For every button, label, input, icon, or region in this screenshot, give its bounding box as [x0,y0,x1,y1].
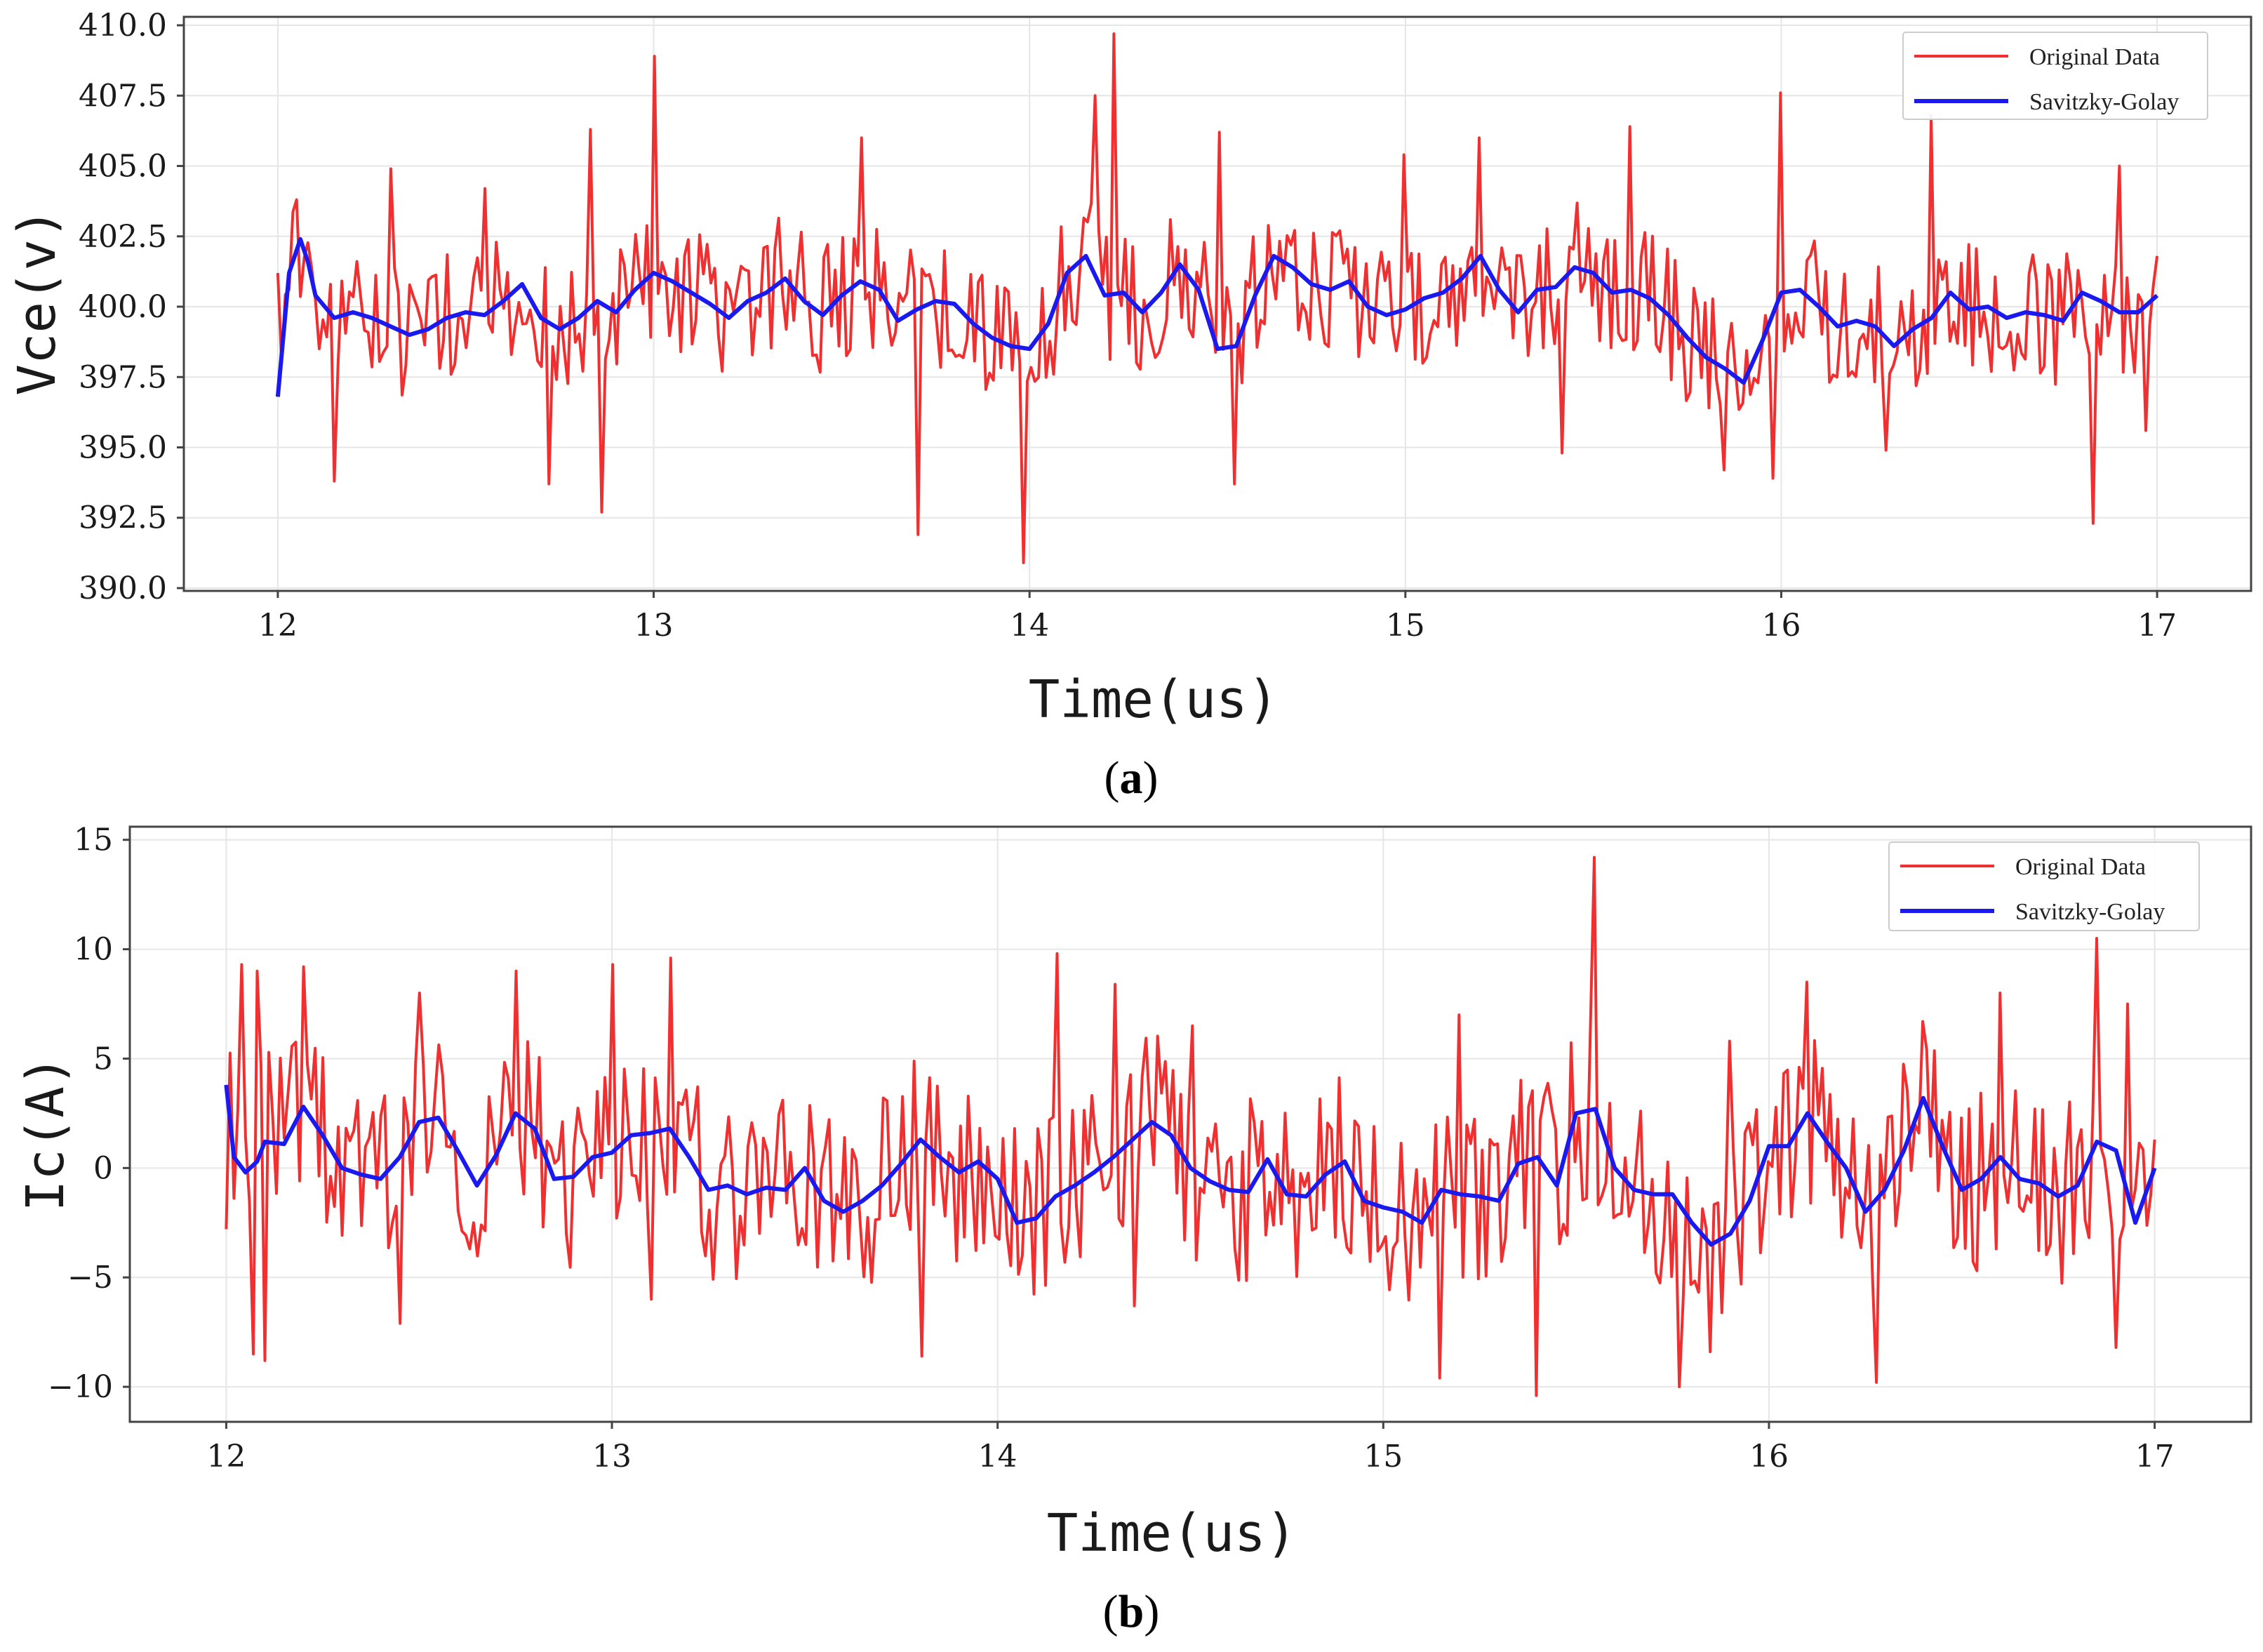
x-tick-label: 13 [592,1439,632,1474]
axis-ticks-b: 12 13 14 15 16 17 −10 −5 0 5 10 15 [48,822,2174,1474]
series-original-data-b [225,855,2156,1397]
savitzky-golay-line [275,237,2159,397]
x-tick-label: 12 [258,608,298,644]
y-tick-label: 5 [93,1041,113,1077]
panel-label-a: (a) [1104,752,1159,804]
x-tick-label: 13 [634,608,674,644]
legend-label: Savitzky-Golay [2029,89,2179,115]
legend-box [1902,32,2208,120]
legend-b: Original Data Savitzky-Golay [1888,841,2200,931]
legend-label: Original Data [2015,854,2146,880]
x-tick-label: 16 [1749,1439,1789,1474]
x-tick-label: 14 [978,1439,1017,1474]
y-tick-label: −10 [48,1369,113,1405]
y-tick-label: 402.5 [79,219,167,255]
y-tick-label: 15 [74,822,113,858]
plot-frame-b [128,825,2252,1423]
axis-ticks-a: 12 13 14 15 16 17 390.0 392.5 395.0 397.5 400.0 402… [79,8,2177,644]
y-tick-label: 0 [93,1150,113,1186]
x-tick-label: 17 [2137,608,2177,644]
original-data-line [225,855,2156,1397]
legend-box [1888,841,2200,931]
series-savitzky-golay-a [275,237,2159,397]
y-tick-label: 395.0 [79,430,167,466]
legend-label: Original Data [2029,44,2160,70]
y-tick-label: 390.0 [79,571,167,606]
y-tick-label: 392.5 [79,500,167,536]
y-tick-label: 400.0 [79,289,167,325]
panel-label-b-letter: b [1119,1586,1144,1637]
y-axis-label-a: Vce(v) [7,208,67,395]
savitzky-golay-line [224,1084,2157,1247]
x-axis-label-b: Time(us) [1047,1503,1297,1564]
panel-label-b: (b) [1103,1586,1160,1637]
x-tick-label: 12 [206,1439,246,1474]
x-tick-label: 16 [1761,608,1801,644]
original-data-line [276,32,2159,564]
x-tick-label: 15 [1363,1439,1403,1474]
y-tick-label: 407.5 [79,78,167,114]
series-savitzky-golay-b [224,1084,2157,1247]
x-tick-label: 14 [1010,608,1049,644]
y-tick-label: 10 [74,932,113,968]
x-tick-label: 17 [2135,1439,2175,1474]
plot-frame-a [182,15,2252,592]
y-axis-label-b: Ic(A) [15,1055,76,1212]
y-tick-label: 397.5 [79,359,167,395]
legend-a: Original Data Savitzky-Golay [1902,32,2208,120]
y-tick-label: 405.0 [79,149,167,185]
chart-panel-a: 12 13 14 15 16 17 390.0 392.5 395.0 397.5 400.0 402… [7,8,2252,804]
legend-label: Savitzky-Golay [2015,899,2165,925]
panel-label-a-letter: a [1120,752,1143,804]
x-axis-label-a: Time(us) [1029,670,1279,730]
x-tick-label: 15 [1386,608,1425,644]
y-tick-label: 410.0 [79,8,167,44]
y-tick-label: −5 [67,1260,113,1295]
series-original-data-a [276,32,2159,564]
chart-panel-b: 12 13 14 15 16 17 −10 −5 0 5 10 15 Time(us) Ic(A) O… [15,822,2252,1637]
